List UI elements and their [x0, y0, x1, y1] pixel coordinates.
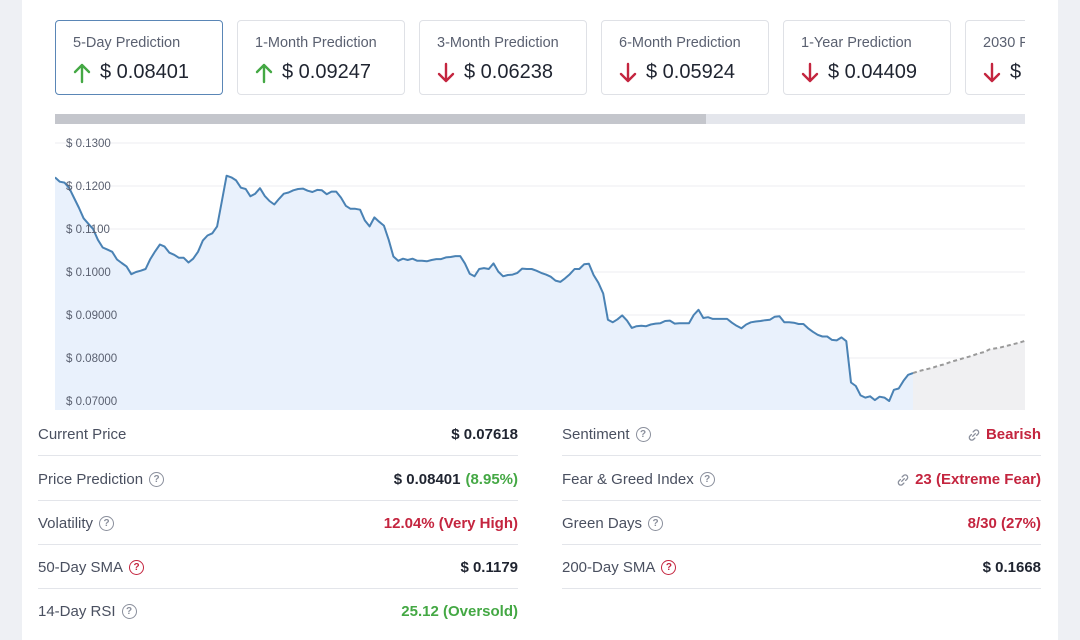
sentiment-label: Sentiment	[562, 426, 630, 443]
tab-value-wrap: $ 0.09247	[255, 61, 371, 84]
green-days-label-wrap: Green Days ?	[562, 515, 664, 532]
price-prediction-label: Price Prediction	[38, 471, 144, 488]
green-days-value: 8/30 (27%)	[967, 515, 1041, 532]
scrollbar-thumb[interactable]	[55, 114, 706, 124]
y-tick-label: $ 0.08000	[66, 353, 117, 365]
sma50-label: 50-Day SMA	[38, 559, 124, 576]
rsi-value: 25.12 (Oversold)	[401, 603, 518, 620]
tab-label: 2030 Prediction	[983, 35, 1025, 51]
help-icon[interactable]: ?	[648, 516, 664, 531]
history-area	[55, 175, 913, 410]
tab-value-wrap: $ 0.04409	[801, 61, 917, 84]
forecast-line	[912, 339, 1025, 375]
tab-label: 5-Day Prediction	[73, 35, 181, 51]
price-prediction-change: (8.95%)	[465, 471, 518, 488]
tab-label: 6-Month Prediction	[619, 35, 741, 51]
rsi-label-wrap: 14-Day RSI ?	[38, 603, 137, 620]
arrow-up-icon	[73, 63, 91, 83]
y-tick-label: $ 0.09000	[66, 310, 117, 322]
tab-value: $ 0.06238	[464, 61, 553, 83]
tab-value-wrap: $ 0.06238	[437, 61, 553, 84]
sma200-label-wrap: 200-Day SMA ?	[562, 559, 677, 576]
arrow-up-icon	[255, 63, 273, 83]
current-price-label: Current Price	[38, 426, 127, 443]
help-icon[interactable]: ?	[121, 604, 137, 619]
tab-value-wrap: $ 0.08401	[73, 61, 189, 84]
stat-row-sentiment: Sentiment ? Bearish	[562, 412, 1041, 456]
stat-row-fear-greed: Fear & Greed Index ? 23 (Extreme Fear)	[562, 457, 1041, 501]
fear-greed-value: 23 (Extreme Fear)	[915, 471, 1041, 488]
rsi-label: 14-Day RSI	[38, 603, 116, 620]
price-line	[55, 174, 914, 402]
current-price-value: $ 0.07618	[451, 426, 518, 443]
stat-row-50-day-sma: 50-Day SMA ? $ 0.1179	[38, 545, 518, 589]
forecast-area	[913, 340, 1025, 410]
help-icon[interactable]: ?	[99, 516, 115, 531]
arrow-down-icon	[801, 62, 819, 82]
price-prediction-value: $ 0.08401	[393, 471, 461, 488]
tab-value: $	[1010, 61, 1022, 83]
stat-row-14-day-rsi: 14-Day RSI ? 25.12 (Oversold)	[38, 589, 518, 633]
fear-greed-label-wrap: Fear & Greed Index ?	[562, 471, 715, 488]
stat-row-green-days: Green Days ? 8/30 (27%)	[562, 501, 1041, 545]
volatility-label: Volatility	[38, 515, 94, 532]
green-days-label: Green Days	[562, 515, 643, 532]
help-icon[interactable]: ?	[661, 560, 677, 575]
link-icon	[897, 473, 909, 486]
tab-value-wrap: $ 0.05924	[619, 61, 735, 84]
price-prediction-label-wrap: Price Prediction ?	[38, 471, 165, 488]
y-tick-label: $ 0.1300	[66, 138, 111, 150]
prediction-tabs: 5-Day Prediction $ 0.08401 1-Month Predict…	[55, 20, 1025, 98]
tab-prediction-3[interactable]: 6-Month Prediction $ 0.05924	[601, 20, 769, 95]
tab-prediction-5[interactable]: 2030 Prediction $	[965, 20, 1025, 95]
price-chart: $ 0.1300 $ 0.1200 $ 0.1100 $ 0.1000 $ 0.0900…	[55, 138, 1025, 410]
tab-value: $ 0.04409	[828, 61, 917, 83]
tab-label: 3-Month Prediction	[437, 35, 559, 51]
tab-label: 1-Month Prediction	[255, 35, 377, 51]
price-prediction-value-wrap: $ 0.08401 (8.95%)	[394, 471, 518, 488]
sentiment-value-wrap[interactable]: Bearish	[967, 426, 1041, 443]
tab-value: $ 0.05924	[646, 61, 735, 83]
arrow-down-icon	[619, 62, 637, 82]
y-tick-label: $ 0.07000	[66, 396, 117, 408]
tab-value: $ 0.08401	[100, 61, 189, 83]
fear-greed-value-wrap[interactable]: 23 (Extreme Fear)	[896, 471, 1041, 488]
help-icon[interactable]: ?	[635, 427, 651, 442]
y-tick-label: $ 0.1200	[66, 181, 111, 193]
link-icon	[968, 428, 980, 441]
tab-label: 1-Year Prediction	[801, 35, 912, 51]
sma200-value: $ 0.1668	[982, 559, 1041, 576]
sma50-label-wrap: 50-Day SMA ?	[38, 559, 145, 576]
tab-prediction-1[interactable]: 1-Month Prediction $ 0.09247	[237, 20, 405, 95]
arrow-down-icon	[437, 62, 455, 82]
y-tick-label: $ 0.1100	[66, 224, 110, 236]
stat-row-price-prediction: Price Prediction ? $ 0.08401 (8.95%)	[38, 457, 518, 501]
y-tick-label: $ 0.1000	[66, 267, 111, 279]
tab-value-wrap: $	[983, 61, 1021, 84]
sma200-label: 200-Day SMA	[562, 559, 656, 576]
help-icon[interactable]: ?	[149, 472, 165, 487]
tab-value: $ 0.09247	[282, 61, 371, 83]
tab-prediction-0[interactable]: 5-Day Prediction $ 0.08401	[55, 20, 223, 95]
volatility-label-wrap: Volatility ?	[38, 515, 115, 532]
stat-row-current-price: Current Price $ 0.07618	[38, 412, 518, 456]
tab-prediction-4[interactable]: 1-Year Prediction $ 0.04409	[783, 20, 951, 95]
volatility-value: 12.04% (Very High)	[383, 515, 518, 532]
help-icon[interactable]: ?	[129, 560, 145, 575]
help-icon[interactable]: ?	[699, 472, 715, 487]
stat-row-volatility: Volatility ? 12.04% (Very High)	[38, 501, 518, 545]
tabs-scrollbar[interactable]	[55, 114, 1025, 124]
arrow-down-icon	[983, 62, 1001, 82]
sentiment-label-wrap: Sentiment ?	[562, 426, 651, 443]
fear-greed-label: Fear & Greed Index	[562, 471, 694, 488]
stat-row-200-day-sma: 200-Day SMA ? $ 0.1668	[562, 545, 1041, 589]
tab-prediction-2[interactable]: 3-Month Prediction $ 0.06238	[419, 20, 587, 95]
sentiment-value: Bearish	[985, 426, 1041, 443]
sma50-value: $ 0.1179	[460, 559, 518, 576]
